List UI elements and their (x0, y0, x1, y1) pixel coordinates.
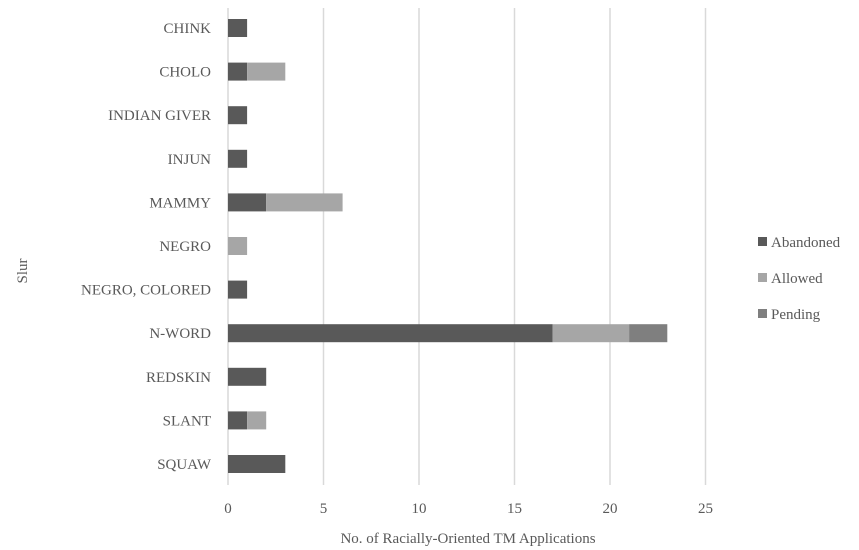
bar-abandoned (228, 324, 553, 343)
legend-label: Abandoned (771, 235, 841, 251)
legend: Abandoned Allowed Pending (758, 235, 841, 323)
category-labels: CHINK CHOLO INDIAN GIVER INJUN MAMMY NEGRO NEG… (81, 21, 212, 473)
category-label: N-WORD (149, 326, 211, 342)
legend-swatch (758, 309, 767, 318)
bars (228, 19, 668, 473)
bar-pending (629, 324, 668, 343)
x-tick-label: 10 (412, 501, 427, 517)
category-label: CHINK (164, 21, 212, 37)
legend-swatch (758, 273, 767, 282)
x-tick-label: 0 (224, 501, 232, 517)
x-tick-label: 20 (603, 501, 618, 517)
category-label: NEGRO, COLORED (81, 283, 211, 299)
x-axis-title: No. of Racially-Oriented TM Applications (340, 531, 595, 547)
bar-abandoned (228, 280, 248, 299)
bar-allowed (552, 324, 630, 343)
legend-label: Pending (771, 307, 821, 323)
x-tick-labels: 0 5 10 15 20 25 (224, 501, 713, 517)
gridlines (227, 8, 707, 485)
legend-swatch (758, 237, 767, 246)
x-tick-label: 5 (320, 501, 328, 517)
category-label: SQUAW (157, 457, 212, 473)
category-label: CHOLO (159, 65, 211, 81)
bar-abandoned (228, 106, 248, 125)
x-tick-label: 15 (507, 501, 522, 517)
category-label: MAMMY (149, 195, 211, 211)
bar-allowed (247, 411, 267, 430)
x-tick-label: 25 (698, 501, 713, 517)
bar-allowed (247, 62, 286, 81)
category-label: INDIAN GIVER (108, 108, 211, 124)
bar-abandoned (228, 455, 286, 473)
bar-abandoned (228, 62, 248, 81)
category-label: REDSKIN (146, 370, 211, 386)
bar-abandoned (228, 193, 267, 212)
category-label: SLANT (163, 413, 211, 429)
bar-abandoned (228, 411, 248, 430)
bar-abandoned (228, 367, 267, 386)
category-label: NEGRO (159, 239, 211, 255)
bar-allowed (228, 237, 248, 255)
y-axis-title: Slur (15, 258, 31, 283)
legend-label: Allowed (771, 271, 823, 287)
category-label: INJUN (168, 152, 211, 168)
bar-abandoned (228, 149, 248, 168)
bar-abandoned (228, 19, 248, 37)
bar-allowed (266, 193, 343, 212)
